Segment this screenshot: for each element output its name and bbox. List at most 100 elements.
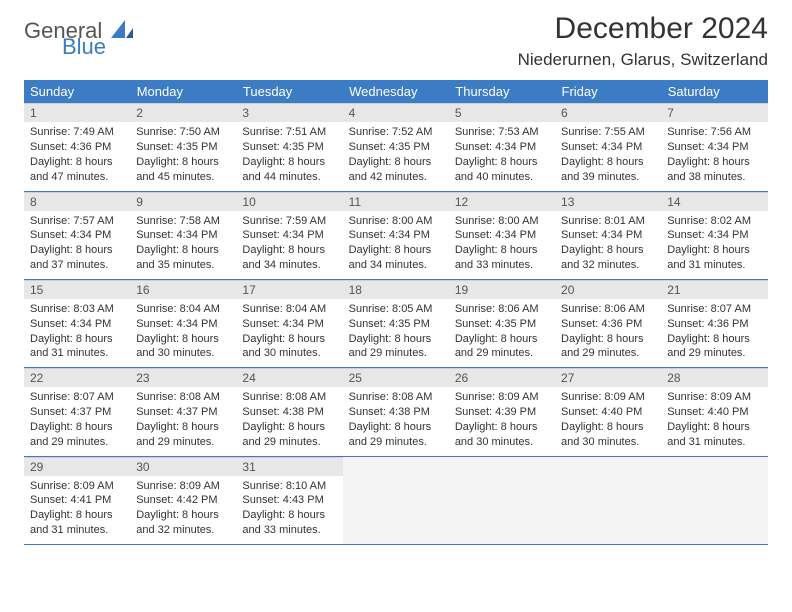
sunrise-line: Sunrise: 7:57 AM: [30, 214, 124, 229]
day-number: 2: [130, 103, 236, 122]
day-content: Sunrise: 8:04 AMSunset: 4:34 PMDaylight:…: [236, 299, 342, 367]
day-number: 1: [24, 103, 130, 122]
weekday-header-row: Sunday Monday Tuesday Wednesday Thursday…: [24, 80, 768, 103]
day-content: Sunrise: 7:49 AMSunset: 4:36 PMDaylight:…: [24, 122, 130, 190]
daylight-line1: Daylight: 8 hours: [667, 420, 761, 435]
day-number: 28: [661, 368, 767, 387]
day-number: 8: [24, 192, 130, 211]
sunrise-line: Sunrise: 8:04 AM: [136, 302, 230, 317]
sunset-line: Sunset: 4:36 PM: [667, 317, 761, 332]
daylight-line1: Daylight: 8 hours: [455, 155, 549, 170]
day-content: Sunrise: 8:09 AMSunset: 4:40 PMDaylight:…: [661, 387, 767, 455]
sunrise-line: Sunrise: 7:59 AM: [242, 214, 336, 229]
calendar-week-row: 1Sunrise: 7:49 AMSunset: 4:36 PMDaylight…: [24, 103, 768, 191]
daylight-line1: Daylight: 8 hours: [455, 243, 549, 258]
sunrise-line: Sunrise: 8:03 AM: [30, 302, 124, 317]
sunrise-line: Sunrise: 8:02 AM: [667, 214, 761, 229]
sunrise-line: Sunrise: 8:04 AM: [242, 302, 336, 317]
sunrise-line: Sunrise: 8:06 AM: [455, 302, 549, 317]
day-content: Sunrise: 8:08 AMSunset: 4:38 PMDaylight:…: [236, 387, 342, 455]
day-number: 22: [24, 368, 130, 387]
daylight-line2: and 30 minutes.: [242, 346, 336, 361]
sunrise-line: Sunrise: 8:08 AM: [242, 390, 336, 405]
daylight-line1: Daylight: 8 hours: [242, 155, 336, 170]
daylight-line2: and 31 minutes.: [667, 435, 761, 450]
day-number: 17: [236, 280, 342, 299]
day-content: Sunrise: 8:07 AMSunset: 4:37 PMDaylight:…: [24, 387, 130, 455]
sunrise-line: Sunrise: 8:09 AM: [561, 390, 655, 405]
daylight-line2: and 33 minutes.: [242, 523, 336, 538]
day-content: Sunrise: 8:09 AMSunset: 4:40 PMDaylight:…: [555, 387, 661, 455]
calendar-day-cell: 8Sunrise: 7:57 AMSunset: 4:34 PMDaylight…: [24, 191, 130, 279]
sunset-line: Sunset: 4:40 PM: [667, 405, 761, 420]
daylight-line2: and 39 minutes.: [561, 170, 655, 185]
daylight-line1: Daylight: 8 hours: [349, 155, 443, 170]
calendar-day-cell: [661, 456, 767, 544]
calendar-day-cell: 31Sunrise: 8:10 AMSunset: 4:43 PMDayligh…: [236, 456, 342, 544]
sunset-line: Sunset: 4:40 PM: [561, 405, 655, 420]
calendar-day-cell: 29Sunrise: 8:09 AMSunset: 4:41 PMDayligh…: [24, 456, 130, 544]
calendar-day-cell: 24Sunrise: 8:08 AMSunset: 4:38 PMDayligh…: [236, 368, 342, 456]
sunrise-line: Sunrise: 8:09 AM: [30, 479, 124, 494]
daylight-line1: Daylight: 8 hours: [242, 420, 336, 435]
sunrise-line: Sunrise: 7:50 AM: [136, 125, 230, 140]
calendar-day-cell: 10Sunrise: 7:59 AMSunset: 4:34 PMDayligh…: [236, 191, 342, 279]
day-content: Sunrise: 7:53 AMSunset: 4:34 PMDaylight:…: [449, 122, 555, 190]
daylight-line1: Daylight: 8 hours: [136, 508, 230, 523]
day-content: Sunrise: 8:05 AMSunset: 4:35 PMDaylight:…: [343, 299, 449, 367]
daylight-line1: Daylight: 8 hours: [136, 243, 230, 258]
daylight-line1: Daylight: 8 hours: [667, 332, 761, 347]
sunset-line: Sunset: 4:34 PM: [136, 317, 230, 332]
sunset-line: Sunset: 4:34 PM: [667, 228, 761, 243]
calendar-day-cell: 4Sunrise: 7:52 AMSunset: 4:35 PMDaylight…: [343, 103, 449, 191]
daylight-line2: and 29 minutes.: [455, 346, 549, 361]
daylight-line2: and 29 minutes.: [349, 435, 443, 450]
sunrise-line: Sunrise: 8:00 AM: [455, 214, 549, 229]
day-content: Sunrise: 8:09 AMSunset: 4:41 PMDaylight:…: [24, 476, 130, 544]
sunset-line: Sunset: 4:38 PM: [242, 405, 336, 420]
calendar-week-row: 22Sunrise: 8:07 AMSunset: 4:37 PMDayligh…: [24, 368, 768, 456]
calendar-day-cell: 2Sunrise: 7:50 AMSunset: 4:35 PMDaylight…: [130, 103, 236, 191]
sunset-line: Sunset: 4:34 PM: [561, 140, 655, 155]
daylight-line2: and 44 minutes.: [242, 170, 336, 185]
daylight-line2: and 29 minutes.: [561, 346, 655, 361]
sunrise-line: Sunrise: 7:52 AM: [349, 125, 443, 140]
day-number: 24: [236, 368, 342, 387]
daylight-line1: Daylight: 8 hours: [30, 420, 124, 435]
calendar-day-cell: 16Sunrise: 8:04 AMSunset: 4:34 PMDayligh…: [130, 279, 236, 367]
day-content: Sunrise: 8:00 AMSunset: 4:34 PMDaylight:…: [343, 211, 449, 279]
calendar-day-cell: 20Sunrise: 8:06 AMSunset: 4:36 PMDayligh…: [555, 279, 661, 367]
sunset-line: Sunset: 4:35 PM: [136, 140, 230, 155]
sunset-line: Sunset: 4:36 PM: [561, 317, 655, 332]
daylight-line1: Daylight: 8 hours: [349, 420, 443, 435]
day-number: 30: [130, 457, 236, 476]
calendar-table: Sunday Monday Tuesday Wednesday Thursday…: [24, 80, 768, 545]
daylight-line2: and 29 minutes.: [136, 435, 230, 450]
daylight-line1: Daylight: 8 hours: [136, 420, 230, 435]
day-content: Sunrise: 8:06 AMSunset: 4:36 PMDaylight:…: [555, 299, 661, 367]
sunset-line: Sunset: 4:34 PM: [349, 228, 443, 243]
daylight-line2: and 47 minutes.: [30, 170, 124, 185]
daylight-line2: and 32 minutes.: [561, 258, 655, 273]
calendar-day-cell: [343, 456, 449, 544]
sunrise-line: Sunrise: 7:49 AM: [30, 125, 124, 140]
day-number: 10: [236, 192, 342, 211]
calendar-day-cell: 14Sunrise: 8:02 AMSunset: 4:34 PMDayligh…: [661, 191, 767, 279]
day-number: 15: [24, 280, 130, 299]
calendar-day-cell: 5Sunrise: 7:53 AMSunset: 4:34 PMDaylight…: [449, 103, 555, 191]
daylight-line1: Daylight: 8 hours: [242, 243, 336, 258]
daylight-line2: and 33 minutes.: [455, 258, 549, 273]
sunrise-line: Sunrise: 8:00 AM: [349, 214, 443, 229]
sunrise-line: Sunrise: 7:51 AM: [242, 125, 336, 140]
calendar-day-cell: 11Sunrise: 8:00 AMSunset: 4:34 PMDayligh…: [343, 191, 449, 279]
sunset-line: Sunset: 4:34 PM: [242, 317, 336, 332]
calendar-day-cell: 15Sunrise: 8:03 AMSunset: 4:34 PMDayligh…: [24, 279, 130, 367]
title-block: December 2024 Niederurnen, Glarus, Switz…: [518, 12, 768, 70]
sunset-line: Sunset: 4:37 PM: [30, 405, 124, 420]
sunset-line: Sunset: 4:39 PM: [455, 405, 549, 420]
month-title: December 2024: [518, 12, 768, 46]
sunset-line: Sunset: 4:35 PM: [349, 140, 443, 155]
calendar-day-cell: 26Sunrise: 8:09 AMSunset: 4:39 PMDayligh…: [449, 368, 555, 456]
weekday-header: Monday: [130, 80, 236, 103]
calendar-day-cell: 30Sunrise: 8:09 AMSunset: 4:42 PMDayligh…: [130, 456, 236, 544]
